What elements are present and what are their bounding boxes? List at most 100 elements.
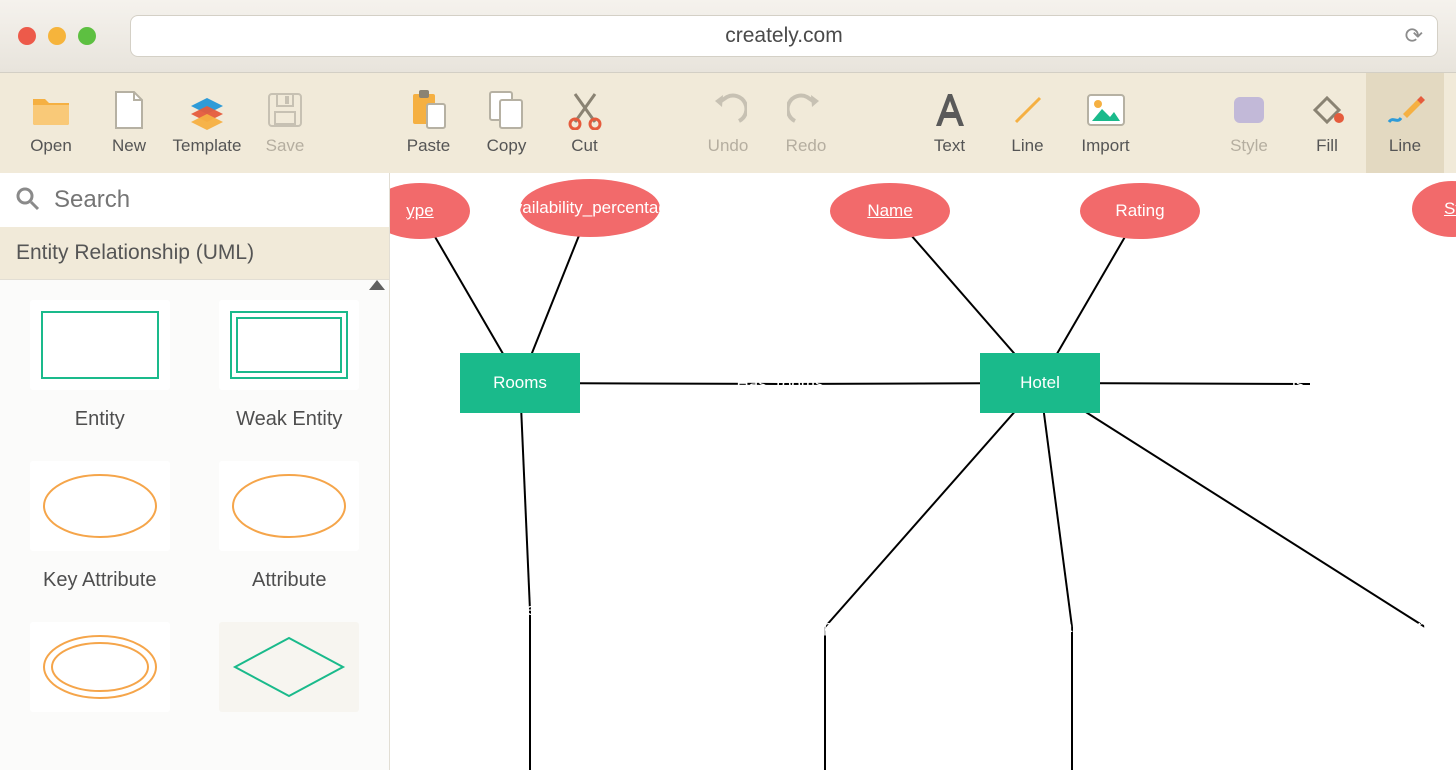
er-node-label: Has_policy [783, 617, 866, 637]
paste-button[interactable]: Paste [390, 73, 468, 173]
copy-label: Copy [487, 136, 527, 156]
browser-chrome: creately.com ⟳ [0, 0, 1456, 73]
shapes-panel: Entity Weak Entity Key Attribute [0, 280, 389, 770]
line-label: Line [1011, 136, 1043, 156]
paste-label: Paste [407, 136, 450, 156]
canvas[interactable]: ypeAvailability_percentageNameRatingStRo… [390, 173, 1456, 770]
style-icon [1229, 90, 1269, 130]
redo-icon [786, 90, 826, 130]
pencil-icon [1385, 90, 1425, 130]
style-label: Style [1230, 136, 1268, 156]
shape-attribute[interactable]: Attribute [200, 461, 380, 592]
shape-multivalued-attribute[interactable] [10, 622, 190, 712]
undo-icon [708, 90, 748, 130]
er-node-label: Run_by [1396, 617, 1455, 637]
shape-relationship[interactable] [200, 622, 380, 712]
undo-button[interactable]: Undo [689, 73, 767, 173]
attribute-preview-icon [219, 461, 359, 551]
er-node-label: Cost_per_night [472, 600, 587, 620]
paste-icon [409, 90, 449, 130]
new-button[interactable]: New [90, 73, 168, 173]
key-attribute-preview-icon [30, 461, 170, 551]
entity-label: Entity [75, 408, 125, 431]
fill-button[interactable]: Fill [1288, 73, 1366, 173]
template-button[interactable]: Template [168, 73, 246, 173]
save-button[interactable]: Save [246, 73, 324, 173]
undo-label: Undo [708, 136, 749, 156]
er-node-haspolicy[interactable]: Has_policy [730, 581, 920, 673]
shape-weak-entity[interactable]: Weak Entity [200, 300, 380, 431]
window-close-button[interactable] [18, 27, 36, 45]
category-label: Entity Relationship (UML) [16, 241, 254, 264]
save-label: Save [266, 136, 305, 156]
er-node-runby[interactable]: Run_by [1330, 581, 1456, 673]
line-button[interactable]: Line [989, 73, 1067, 173]
er-node-label: Hotel [1020, 373, 1060, 393]
edges-layer [390, 173, 1456, 770]
template-label: Template [173, 136, 242, 156]
search-icon[interactable] [14, 185, 40, 216]
er-node-hasfac[interactable]: has-facilities [972, 581, 1172, 673]
copy-button[interactable]: Copy [468, 73, 546, 173]
search-input[interactable] [54, 186, 375, 214]
fill-label: Fill [1316, 136, 1338, 156]
reload-icon[interactable]: ⟳ [1405, 23, 1423, 49]
relationship-preview-icon [219, 622, 359, 712]
er-node-label: has-facilities [1025, 617, 1119, 637]
fill-icon [1307, 90, 1347, 130]
app-body: Entity Relationship (UML) Entity Weak En… [0, 173, 1456, 770]
window-minimize-button[interactable] [48, 27, 66, 45]
er-node-label: Name [867, 201, 912, 221]
cut-label: Cut [571, 136, 597, 156]
er-node-rating[interactable]: Rating [1080, 183, 1200, 239]
weak-entity-label: Weak Entity [236, 408, 342, 431]
save-icon [265, 90, 305, 130]
er-node-rooms[interactable]: Rooms [460, 353, 580, 413]
open-button[interactable]: Open [12, 73, 90, 173]
er-node-label: Has_rooms [737, 374, 824, 394]
key-attribute-label: Key Attribute [43, 569, 156, 592]
template-icon [187, 90, 227, 130]
er-node-label: Rooms [493, 373, 547, 393]
shape-entity[interactable]: Entity [10, 300, 190, 431]
weak-entity-preview-icon [219, 300, 359, 390]
multivalued-preview-icon [30, 622, 170, 712]
text-icon [930, 90, 970, 130]
import-icon [1086, 90, 1126, 130]
traffic-lights [18, 27, 96, 45]
cut-icon [565, 90, 605, 130]
er-node-avail[interactable]: Availability_percentage [520, 179, 660, 237]
cut-button[interactable]: Cut [546, 73, 624, 173]
redo-label: Redo [786, 136, 827, 156]
import-label: Import [1081, 136, 1129, 156]
shape-key-attribute[interactable]: Key Attribute [10, 461, 190, 592]
line2-label: Line [1389, 136, 1421, 156]
line-style-button[interactable]: Line [1366, 73, 1444, 173]
er-node-name[interactable]: Name [830, 183, 950, 239]
er-node-costpn[interactable]: Cost_per_night [430, 563, 630, 658]
search-row [0, 173, 389, 227]
er-node-hasrooms[interactable]: Has_rooms [690, 339, 870, 429]
open-label: Open [30, 136, 72, 156]
shape-category-header[interactable]: Entity Relationship (UML) [0, 227, 389, 280]
window-maximize-button[interactable] [78, 27, 96, 45]
folder-icon [31, 90, 71, 130]
er-node-label: Availability_percentage [503, 198, 678, 218]
redo-button[interactable]: Redo [767, 73, 845, 173]
toolbar: Open New Template Save Paste [0, 73, 1456, 173]
import-button[interactable]: Import [1067, 73, 1145, 173]
new-file-icon [109, 90, 149, 130]
er-node-isat[interactable]: is_at [1220, 339, 1400, 429]
er-node-hotel[interactable]: Hotel [980, 353, 1100, 413]
new-label: New [112, 136, 146, 156]
text-button[interactable]: Text [911, 73, 989, 173]
sidebar: Entity Relationship (UML) Entity Weak En… [0, 173, 390, 770]
text-label: Text [934, 136, 965, 156]
er-node-label: Rating [1115, 201, 1164, 221]
er-node-label: ype [406, 201, 433, 221]
url-bar[interactable]: creately.com ⟳ [130, 15, 1438, 57]
attribute-label: Attribute [252, 569, 326, 592]
style-button[interactable]: Style [1210, 73, 1288, 173]
scroll-up-icon[interactable] [369, 280, 385, 290]
er-node-label: is_at [1292, 374, 1328, 394]
